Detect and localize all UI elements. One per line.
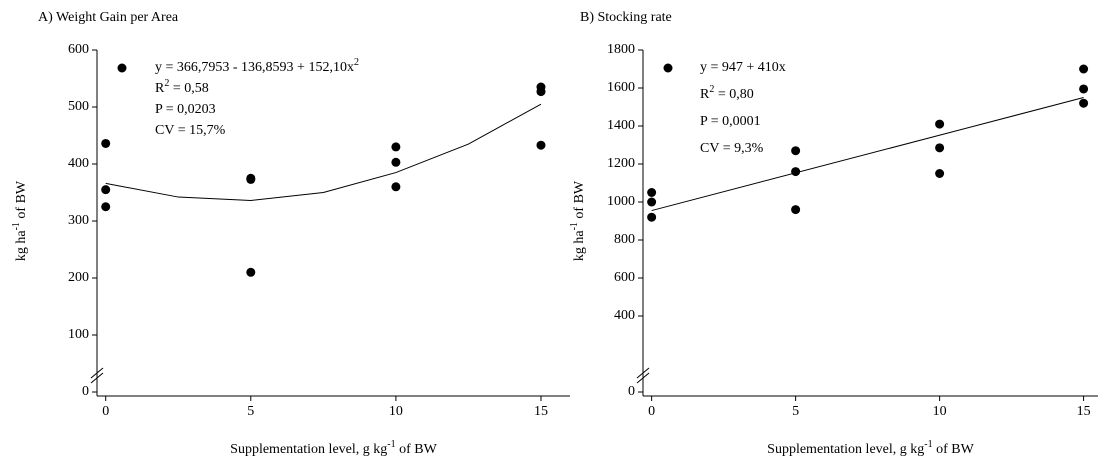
- data-point: [1079, 98, 1089, 108]
- y-tick-label: 600: [614, 270, 635, 285]
- data-point: [647, 212, 657, 222]
- x-tick-label: 10: [933, 404, 947, 419]
- data-point: [791, 146, 801, 156]
- annotation-sup: 2: [709, 84, 714, 95]
- data-point: [391, 142, 401, 152]
- axis-break: [90, 367, 104, 379]
- annotation-part: P = 0,0203: [155, 102, 216, 117]
- y-axis-label: kg ha-1 of BW: [11, 180, 29, 261]
- data-point: [791, 167, 801, 177]
- panel: A) Weight Gain per Area01002003004005006…: [11, 10, 570, 457]
- annotation-part: CV = 15,7%: [155, 123, 226, 138]
- x-axis-label-part: of BW: [396, 442, 438, 457]
- data-point: [647, 188, 657, 197]
- panel: B) Stocking rate 0 400 600 800 1000 1200 1400 16…: [569, 10, 1098, 457]
- annotation: R2 = 0,58: [155, 78, 209, 96]
- data-point: [1079, 64, 1089, 74]
- fit-line: [105, 103, 542, 201]
- y-tick-label: 100: [68, 327, 89, 342]
- y-tick-label: 1600: [607, 80, 635, 95]
- y-axis-label-sup: -1: [11, 222, 22, 230]
- y-tick-label: 500: [68, 99, 89, 114]
- x-tick-label: 0: [648, 404, 655, 419]
- data-point: [935, 143, 945, 153]
- y-tick-label: 1400: [607, 118, 635, 133]
- x-axis-label-sup: -1: [924, 439, 932, 450]
- annotation: P = 0,0203: [155, 102, 216, 117]
- x-tick-label: 0: [102, 404, 109, 419]
- data-point: [935, 119, 945, 129]
- data-point: [391, 157, 401, 167]
- data-point: [391, 182, 401, 192]
- annotation-part: R: [700, 87, 710, 102]
- data-point: [791, 205, 801, 215]
- y-tick-label: 800: [614, 232, 635, 247]
- x-tick-label: 10: [389, 404, 403, 419]
- y-tick-label: 0: [628, 384, 635, 399]
- annotation: y = 366,7953 - 136,8593 + 152,10x2: [155, 57, 359, 75]
- y-tick-label: 400: [68, 156, 89, 171]
- x-axis-label-part: Supplementation level, g kg: [767, 442, 924, 457]
- axis-break: [636, 367, 650, 379]
- y-axis-label: kg ha-1 of BW: [569, 180, 587, 261]
- annotation-part: y = 366,7953 - 136,8593 + 152,10x: [155, 60, 354, 75]
- y-axis-label-part: kg ha: [572, 230, 587, 262]
- y-tick-label: 200: [68, 270, 89, 285]
- annotation: R2 = 0,80: [700, 84, 754, 102]
- y-tick-label: 0: [82, 384, 89, 399]
- x-tick-label: 15: [534, 404, 548, 419]
- x-axis-label: Supplementation level, g kg-1 of BW: [230, 439, 437, 457]
- y-tick-label: 600: [68, 42, 89, 57]
- data-point: [101, 202, 111, 212]
- x-axis-label-part: Supplementation level, g kg: [230, 442, 387, 457]
- annotation-part: CV = 9,3%: [700, 141, 764, 156]
- y-tick-label: 400: [614, 308, 635, 323]
- data-point: [536, 87, 546, 97]
- annotation-part: P = 0,0001: [700, 114, 761, 129]
- annotation: y = 947 + 410x: [700, 60, 786, 75]
- data-point: [246, 174, 256, 184]
- y-tick-label: 1200: [607, 156, 635, 171]
- legend-marker: [117, 63, 127, 73]
- annotation-sup: 2: [164, 78, 169, 89]
- axis-break: [90, 372, 104, 384]
- data-point: [101, 138, 111, 148]
- annotation-part: = 0,80: [714, 87, 753, 102]
- annotation: CV = 15,7%: [155, 123, 226, 138]
- data-point: [246, 267, 256, 277]
- annotation-sup: 2: [354, 57, 359, 68]
- y-axis-label-sup: -1: [569, 222, 580, 230]
- data-point: [536, 140, 546, 150]
- y-tick-label: 300: [68, 213, 89, 228]
- y-tick-label: 1000: [607, 194, 635, 209]
- x-axis-label: Supplementation level, g kg-1 of BW: [767, 439, 974, 457]
- y-axis-label-part: kg ha: [14, 230, 29, 262]
- y-tick-label: 1800: [607, 42, 635, 57]
- axis-break: [636, 372, 650, 384]
- data-point: [647, 197, 657, 207]
- annotation-part: y = 947 + 410x: [700, 60, 786, 75]
- annotation-part: R: [155, 81, 165, 96]
- fit-line: [651, 97, 1084, 212]
- y-axis-label-part: of BW: [14, 180, 29, 222]
- annotation: CV = 9,3%: [700, 141, 764, 156]
- chart-title: A) Weight Gain per Area: [38, 10, 179, 25]
- data-point: [101, 185, 111, 195]
- chart-title: B) Stocking rate: [580, 10, 672, 25]
- legend-marker: [663, 63, 673, 73]
- x-axis-label-sup: -1: [387, 439, 395, 450]
- x-tick-label: 5: [247, 404, 254, 419]
- x-tick-label: 5: [792, 404, 799, 419]
- data-point: [935, 169, 945, 178]
- y-axis-label-part: of BW: [572, 180, 587, 222]
- annotation: P = 0,0001: [700, 114, 761, 129]
- data-point: [1079, 84, 1089, 94]
- x-axis-label-part: of BW: [933, 442, 975, 457]
- x-tick-label: 15: [1077, 404, 1091, 419]
- annotation-part: = 0,58: [169, 81, 208, 96]
